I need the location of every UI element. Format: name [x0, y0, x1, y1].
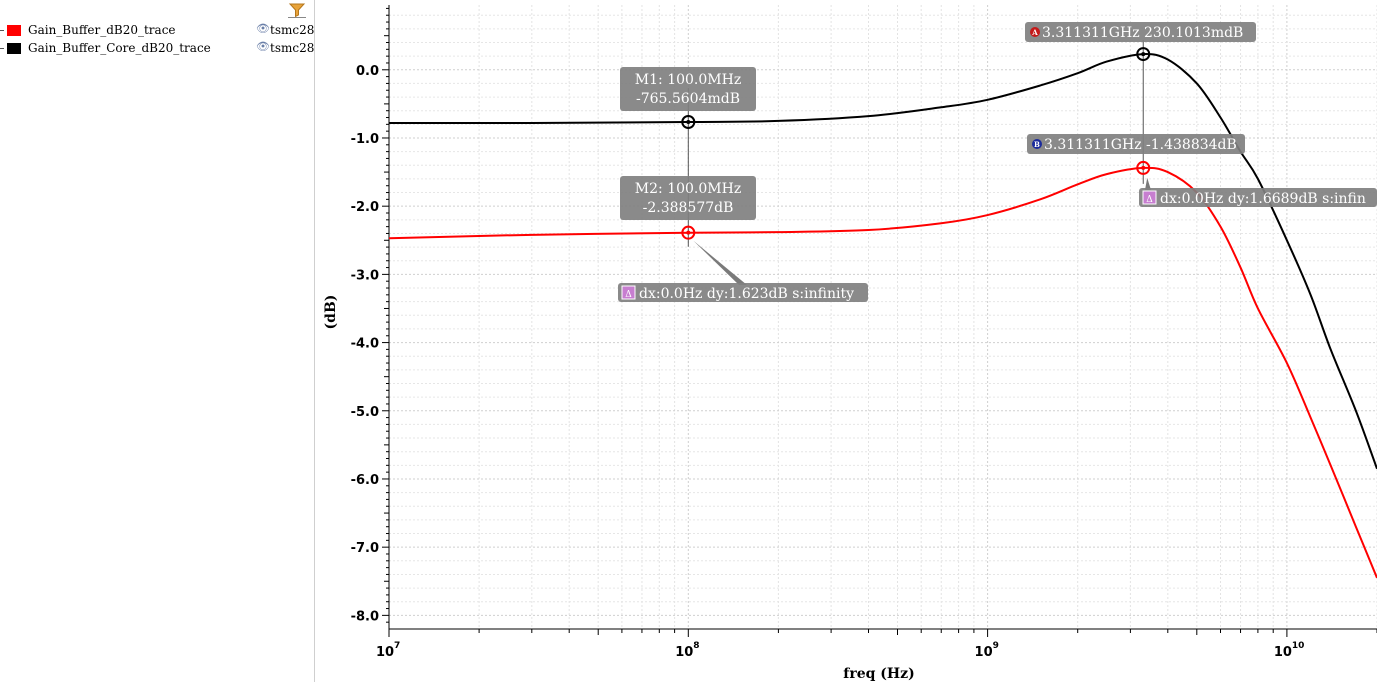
- y-tick-label: -1.0: [351, 132, 379, 147]
- delta-icon-glyph: Δ: [625, 290, 632, 300]
- marker-label-b[interactable]: [1027, 134, 1245, 154]
- legend-swatch-red: [7, 25, 21, 36]
- eye-icon[interactable]: 👁: [256, 22, 270, 35]
- marker-text-m2-line2: -2.388577dB: [643, 200, 734, 216]
- delta-pointer-ab: [1145, 177, 1151, 190]
- marker-text-a: 3.311311GHz 230.1013mdB: [1042, 25, 1243, 41]
- legend-connector: [0, 48, 4, 49]
- legend-item-gain-buffer[interactable]: Gain_Buffer_dB20_trace 👁 tsmc28: [0, 22, 314, 40]
- x-tick-exponent: 8: [693, 641, 699, 651]
- marker-badge-a-letter: A: [1031, 28, 1038, 37]
- legend-item-label: Gain_Buffer_Core_dB20_trace: [28, 41, 211, 55]
- marker-badge-a: [1030, 27, 1040, 37]
- y-tick-label: -7.0: [351, 541, 379, 556]
- legend-item-gain-buffer-core[interactable]: Gain_Buffer_Core_dB20_trace 👁 tsmc28: [0, 40, 314, 58]
- y-tick-label: 0.0: [356, 64, 379, 79]
- delta-label-m[interactable]: [618, 283, 868, 302]
- legend-item-source: tsmc28: [270, 41, 314, 55]
- marker-center-M2: [686, 230, 691, 235]
- marker-text-m2-line1: M2: 100.0MHz: [635, 181, 741, 197]
- marker-point-B[interactable]: [1136, 160, 1151, 175]
- marker-layer: M1: 100.0MHz -765.5604mdB M2: 100.0MHz -2.3…: [618, 22, 1377, 302]
- delta-text-ab: dx:0.0Hz dy:1.6689dB s:infin: [1160, 191, 1366, 207]
- legend-item-label: Gain_Buffer_dB20_trace: [28, 23, 176, 37]
- delta-text-m: dx:0.0Hz dy:1.623dB s:infinity: [639, 286, 854, 302]
- y-tick-label: -8.0: [351, 609, 379, 624]
- legend-connector: [0, 30, 4, 31]
- series-layer: [388, 53, 1377, 579]
- y-tick-label: -2.0: [351, 200, 379, 215]
- series-line-Gain_Buffer_dB20_trace: [388, 166, 1377, 579]
- series-line-Gain_Buffer_Core_dB20_trace: [388, 53, 1377, 470]
- marker-badge-b: [1032, 139, 1042, 149]
- marker-center-A: [1141, 52, 1146, 57]
- x-tick-exponent: 7: [394, 641, 400, 651]
- legend-item-source: tsmc28: [270, 23, 314, 37]
- plot-area[interactable]: 0.0-1.0-2.0-3.0-4.0-5.0-6.0-7.0-8.010 7 10…: [315, 0, 1377, 682]
- axes: 0.0-1.0-2.0-3.0-4.0-5.0-6.0-7.0-8.010 7 10…: [351, 5, 1377, 660]
- y-tick-label: -4.0: [351, 337, 379, 352]
- x-tick-label: 10: [675, 645, 693, 660]
- y-tick-label: -6.0: [351, 473, 379, 488]
- legend-swatch-black: [7, 43, 21, 54]
- x-axis-label: freq (Hz): [843, 666, 914, 682]
- marker-text-b: 3.311311GHz -1.438834dB: [1044, 137, 1237, 153]
- delta-icon-glyph: Δ: [1146, 195, 1153, 205]
- x-tick-label: 10: [1274, 645, 1292, 660]
- marker-text-m1-line2: -765.5604mdB: [636, 91, 740, 107]
- delta-icon: [621, 285, 636, 300]
- y-axis-label: (dB): [323, 295, 339, 330]
- x-tick-exponent: 9: [993, 641, 999, 651]
- marker-center-M1: [686, 119, 691, 124]
- funnel-icon[interactable]: [288, 2, 306, 18]
- delta-pointer-m: [693, 240, 747, 285]
- marker-badge-b-letter: B: [1034, 140, 1040, 149]
- marker-center-B: [1141, 165, 1146, 170]
- marker-point-A[interactable]: [1136, 47, 1151, 62]
- y-tick-label: -5.0: [351, 405, 379, 420]
- eye-icon[interactable]: 👁: [256, 40, 270, 53]
- marker-label-a[interactable]: [1025, 22, 1256, 42]
- marker-label-m1[interactable]: [620, 67, 756, 111]
- x-tick-label: 10: [975, 645, 993, 660]
- x-tick-label: 10: [376, 645, 394, 660]
- y-tick-label: -3.0: [351, 268, 379, 283]
- x-tick-exponent: 10: [1292, 641, 1305, 651]
- marker-point-M2[interactable]: [681, 225, 696, 240]
- marker-label-m2[interactable]: [620, 176, 756, 220]
- delta-icon: [1142, 190, 1157, 205]
- marker-point-M1[interactable]: [681, 114, 696, 129]
- delta-label-ab[interactable]: [1139, 188, 1377, 207]
- legend-panel: Gain_Buffer_dB20_trace 👁 tsmc28 Gain_Buf…: [0, 0, 315, 682]
- marker-text-m1-line1: M1: 100.0MHz: [635, 72, 741, 88]
- grid: [388, 5, 1377, 629]
